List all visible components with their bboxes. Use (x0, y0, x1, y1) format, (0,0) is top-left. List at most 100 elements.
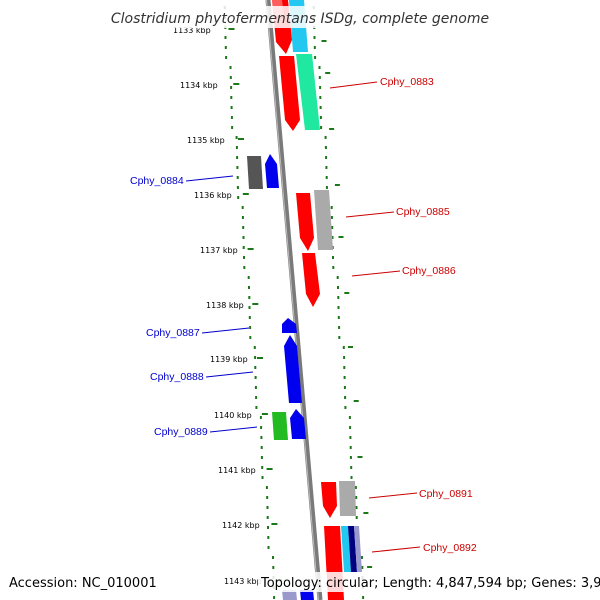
gene-label-cphy-0887[interactable]: Cphy_0887 (146, 327, 200, 339)
gene-cphy-0885-red[interactable] (296, 193, 314, 251)
gc-track-right-dot (337, 316, 340, 319)
title-backdrop (110, 6, 490, 28)
tick-label-1138: 1138 kbp (206, 301, 244, 310)
gc-track-right-dot (354, 486, 357, 489)
tick-label-1133: 1133 kbp (173, 26, 211, 35)
gc-track-left-dot (255, 396, 258, 399)
gc-track-left-dot (236, 176, 239, 179)
gene-cphy-0891-red[interactable] (321, 482, 337, 518)
leader-cphy-0885 (345, 211, 395, 218)
gc-track-left-dot (242, 226, 245, 229)
gc-track-left-dot (248, 306, 251, 309)
gene-cphy-0885-grey[interactable] (314, 190, 333, 250)
gc-track-left-dot (224, 36, 227, 39)
tick-mark (271, 523, 278, 525)
gc-track-right-dot (350, 476, 353, 479)
gc-track-right-dot (318, 66, 321, 69)
gc-track-right-dot (336, 276, 339, 279)
gc-track-right-dot (325, 156, 328, 159)
gc-track-right-dot (319, 116, 322, 119)
gc-track-right-dash (353, 400, 359, 402)
gc-track-right-dot (320, 126, 323, 129)
gene-cphy-0888-blue[interactable] (284, 335, 302, 403)
gene-cphy-0883-red[interactable] (279, 56, 300, 131)
gene-features (247, 0, 362, 600)
tick-mark (247, 248, 254, 250)
gc-track-left-dot (255, 406, 258, 409)
gc-track-right-dot (318, 76, 321, 79)
gc-track-right-dot (332, 266, 335, 269)
gc-track-left-dot (253, 346, 256, 349)
leader-cphy-0883 (329, 81, 378, 89)
tick-label-1143: 1143 kbp (224, 577, 262, 586)
genome-backbone (265, 0, 323, 600)
leader-cphy-0887 (201, 327, 250, 334)
gc-track-right-dash (325, 72, 331, 74)
gene-cphy-0892-cyan[interactable] (341, 526, 351, 572)
gc-track-right-dot (330, 216, 333, 219)
tick-mark (242, 193, 249, 195)
gene-cphy-0889-blue[interactable] (290, 409, 306, 439)
gc-track-left-dot (260, 426, 263, 429)
gene-bottom-blue[interactable] (300, 590, 314, 600)
gc-track-left-dot (241, 216, 244, 219)
gc-track-left-dot (247, 276, 250, 279)
gene-label-cphy-0883[interactable]: Cphy_0883 (380, 76, 434, 88)
tick-mark (261, 413, 268, 415)
leader-cphy-0889 (209, 426, 258, 433)
gc-track-right-dot (344, 406, 347, 409)
gene-label-cphy-0888[interactable]: Cphy_0888 (150, 371, 204, 383)
gene-cphy-0884-grey[interactable] (247, 156, 263, 189)
tick-label-1141: 1141 kbp (218, 466, 256, 475)
gene-cphy-0889-green[interactable] (272, 412, 288, 440)
summary-text: Topology: circular; Length: 4,847,594 bp… (260, 576, 600, 591)
gc-track-left-dot (272, 566, 275, 569)
gene-leader-lines (185, 81, 421, 553)
gene-label-cphy-0886[interactable]: Cphy_0886 (402, 265, 456, 277)
gene-cphy-0891-grey[interactable] (339, 481, 356, 516)
gene-cphy-0883-mint[interactable] (296, 54, 320, 130)
gc-track-left-dot (254, 386, 257, 389)
gc-track-right-dot (338, 326, 341, 329)
gc-track-right-dot (355, 506, 358, 509)
gc-track-right-dot (355, 496, 358, 499)
leader-cphy-0884 (185, 175, 234, 182)
gc-track-right-dot (314, 56, 317, 59)
gc-track-left-dot (248, 316, 251, 319)
tick-mark (238, 138, 244, 140)
gc-track-left-dot (229, 76, 232, 79)
gene-bottom-lavender[interactable] (282, 590, 297, 600)
gc-track-left-dot (259, 416, 262, 419)
gc-track-left-dot (230, 116, 233, 119)
leader-cphy-0888 (205, 371, 254, 378)
gc-track-right-dot (325, 186, 328, 189)
gene-label-cphy-0891[interactable]: Cphy_0891 (419, 488, 473, 500)
tick-label-1139: 1139 kbp (210, 355, 248, 364)
gc-track-right-dot (361, 566, 364, 569)
gc-track-right-dot (349, 446, 352, 449)
gene-cphy-0887-blue[interactable] (282, 318, 297, 333)
tick-mark (233, 83, 240, 85)
gc-track-left-dot (261, 476, 264, 479)
gc-track-left-dot (225, 56, 228, 59)
gc-track-left-dot (230, 86, 233, 89)
gc-track-right-dot (349, 426, 352, 429)
gene-label-cphy-0892[interactable]: Cphy_0892 (423, 542, 477, 554)
gene-label-cphy-0884[interactable]: Cphy_0884 (130, 175, 184, 187)
gc-track-left-dot (231, 126, 234, 129)
gc-track-left-dot (224, 46, 227, 49)
gene-cphy-0892-lavender[interactable] (354, 526, 362, 572)
gc-track-right-dash (357, 456, 363, 458)
gc-track-left-dot (242, 246, 245, 249)
gc-track-left-dot (248, 296, 251, 299)
gc-track-left-dot (236, 166, 239, 169)
gc-track-right-dot (325, 176, 328, 179)
gene-label-cphy-0885[interactable]: Cphy_0885 (396, 206, 450, 218)
tick-mark (266, 468, 273, 470)
gene-cphy-0886-red[interactable] (302, 253, 320, 307)
gc-track-right-dot (338, 336, 341, 339)
gene-label-cphy-0889[interactable]: Cphy_0889 (154, 426, 208, 438)
gc-track-right-dot (349, 456, 352, 459)
accession-text: Accession: NC_010001 (9, 576, 157, 591)
gene-cphy-0884-blue[interactable] (265, 154, 279, 188)
